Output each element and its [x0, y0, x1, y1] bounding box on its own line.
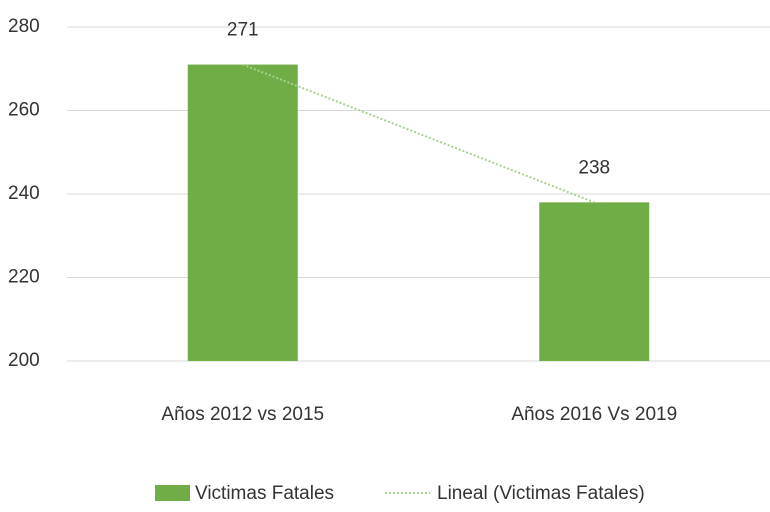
bar — [539, 202, 650, 361]
bar — [187, 64, 298, 361]
trend-line — [242, 63, 595, 204]
y-tick-label: 200 — [8, 350, 40, 371]
x-tick-label: Años 2012 vs 2015 — [161, 404, 324, 425]
y-tick-label: 220 — [8, 267, 40, 288]
data-label: 271 — [227, 20, 259, 41]
y-tick-label: 280 — [8, 16, 40, 37]
y-tick-label: 240 — [8, 183, 40, 204]
legend-swatch — [155, 485, 190, 501]
x-tick-label: Años 2016 Vs 2019 — [511, 404, 677, 425]
data-label: 238 — [578, 157, 610, 178]
legend-label: Lineal (Victimas Fatales) — [437, 483, 645, 504]
y-tick-label: 260 — [8, 100, 40, 121]
legend-label: Victimas Fatales — [195, 483, 334, 504]
